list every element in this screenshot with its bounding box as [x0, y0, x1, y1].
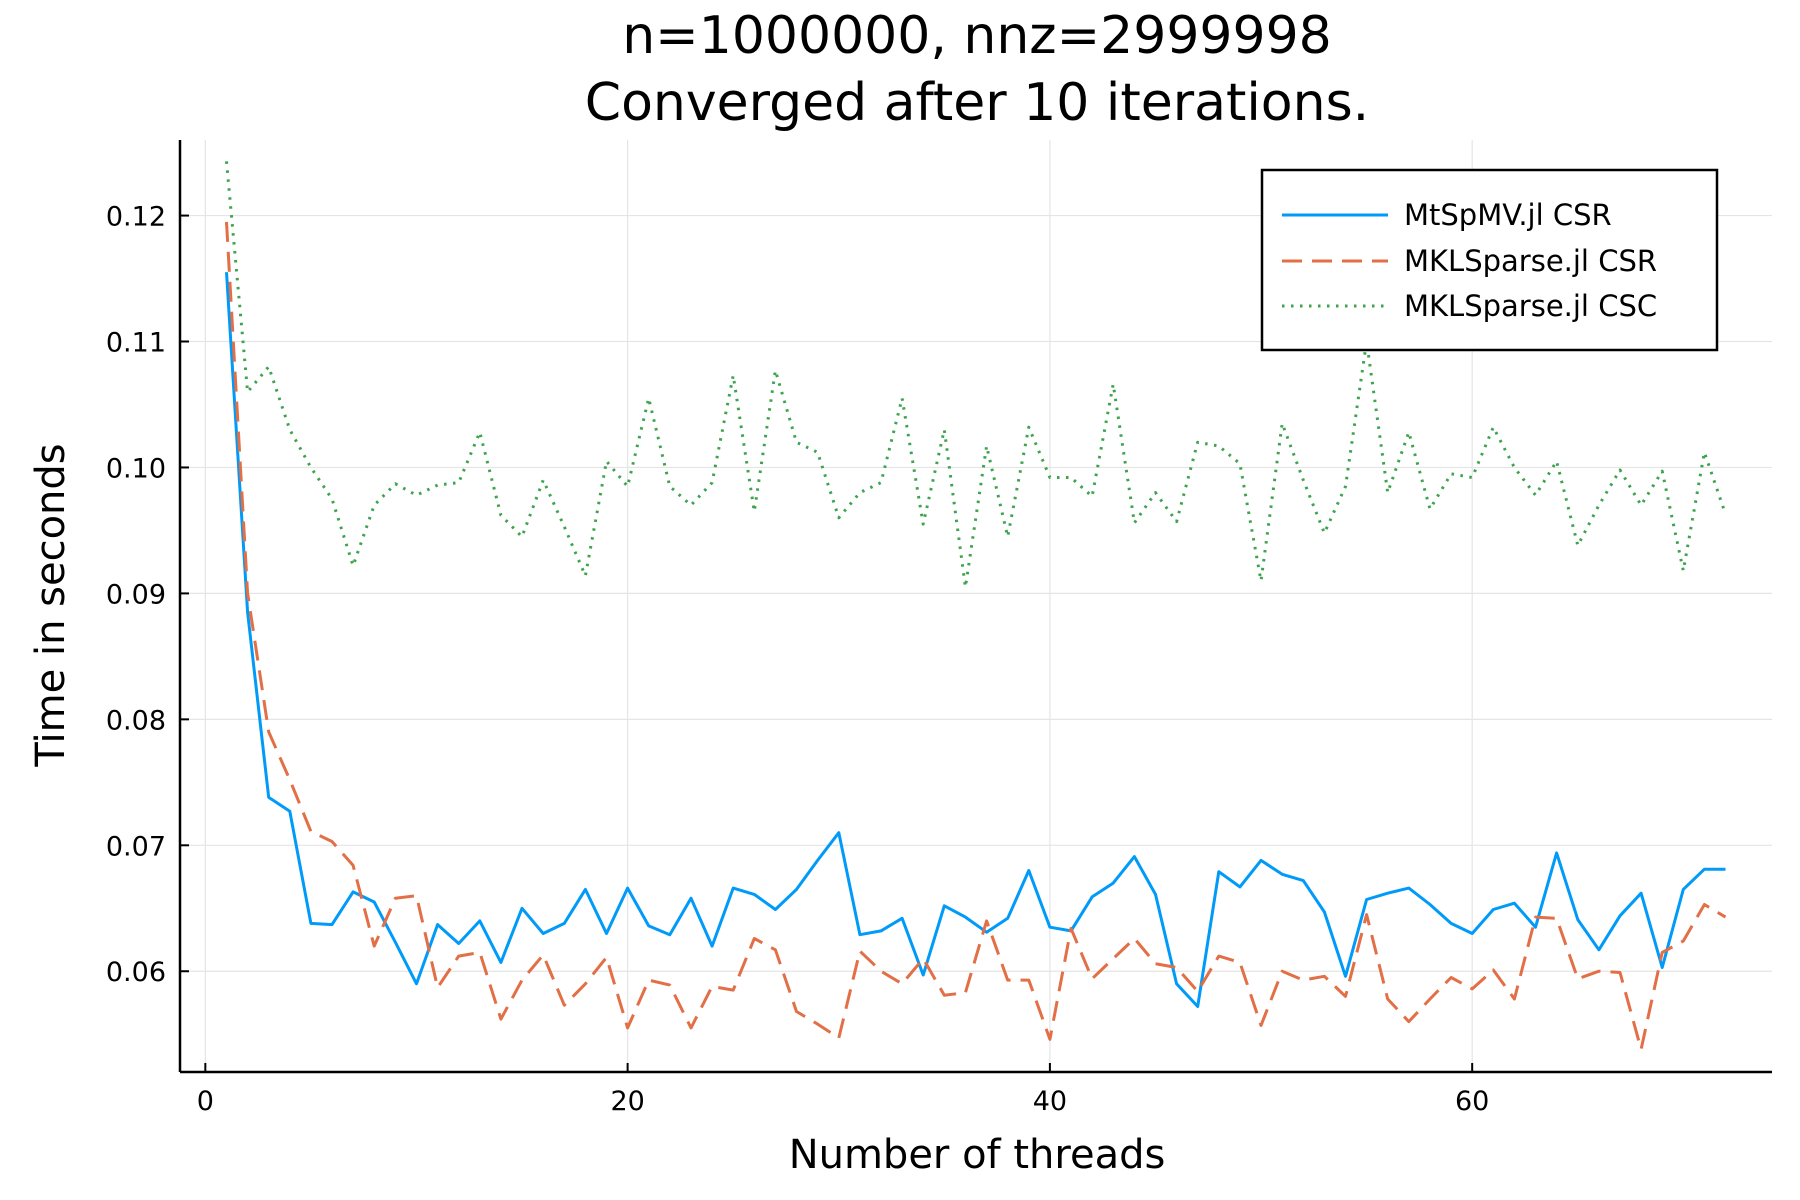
chart-subtitle: Converged after 10 iterations.: [585, 73, 1369, 133]
legend-box: [1260, 168, 1719, 352]
x-tick-label: 60: [1455, 1086, 1489, 1117]
series-lines: [225, 161, 1727, 1051]
x-tick-label: 20: [610, 1086, 644, 1117]
series-line-mtspmv-jl-csr: [225, 272, 1726, 1008]
series-line-mklsparse-jl-csr: [225, 221, 1727, 1051]
axes: [178, 140, 1772, 1074]
chart-title: n=1000000, nnz=2999998: [622, 6, 1332, 66]
legend: MtSpMV.jl CSR MKLSparse.jl CSR MKLSparse…: [1260, 168, 1719, 352]
y-tick-label: 0.12: [106, 202, 166, 233]
y-axis-ticks: 0.06 0.07 0.08 0.09 0.10 0.11 0.12: [106, 202, 189, 988]
y-tick-label: 0.07: [106, 831, 166, 862]
x-tick-label: 40: [1033, 1086, 1067, 1117]
x-axis-ticks: 0 20 40 60: [197, 1063, 1489, 1117]
y-axis-label: Time in seconds: [28, 443, 74, 767]
x-tick-label: 0: [197, 1086, 214, 1117]
y-tick-label: 0.08: [106, 705, 166, 736]
y-tick-label: 0.10: [106, 453, 166, 484]
y-tick-label: 0.06: [106, 957, 166, 988]
legend-label-mklsparse-csc: MKLSparse.jl CSC: [1404, 289, 1657, 323]
legend-label-mklsparse-csr: MKLSparse.jl CSR: [1404, 244, 1657, 278]
y-tick-label: 0.09: [106, 579, 166, 610]
x-axis-label: Number of threads: [789, 1132, 1166, 1178]
legend-label-mtspmv-csr: MtSpMV.jl CSR: [1404, 198, 1612, 232]
y-tick-label: 0.11: [106, 328, 166, 359]
